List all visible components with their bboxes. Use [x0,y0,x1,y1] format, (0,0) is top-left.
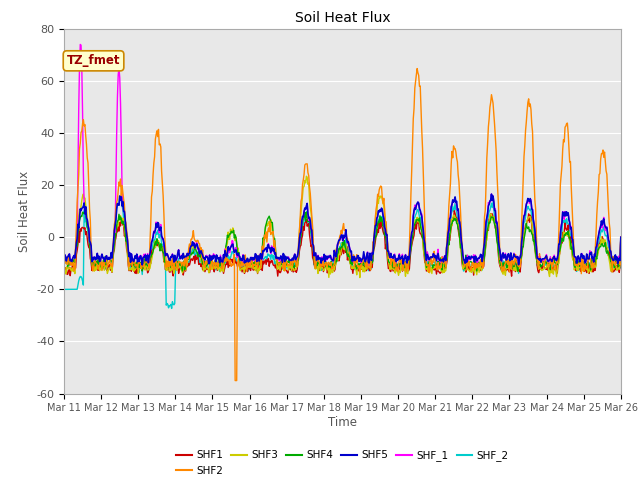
Text: TZ_fmet: TZ_fmet [67,54,120,67]
Y-axis label: Soil Heat Flux: Soil Heat Flux [17,170,31,252]
Title: Soil Heat Flux: Soil Heat Flux [294,11,390,25]
X-axis label: Time: Time [328,416,357,429]
Legend: SHF1, SHF2, SHF3, SHF4, SHF5, SHF_1, SHF_2: SHF1, SHF2, SHF3, SHF4, SHF5, SHF_1, SHF… [172,446,513,480]
